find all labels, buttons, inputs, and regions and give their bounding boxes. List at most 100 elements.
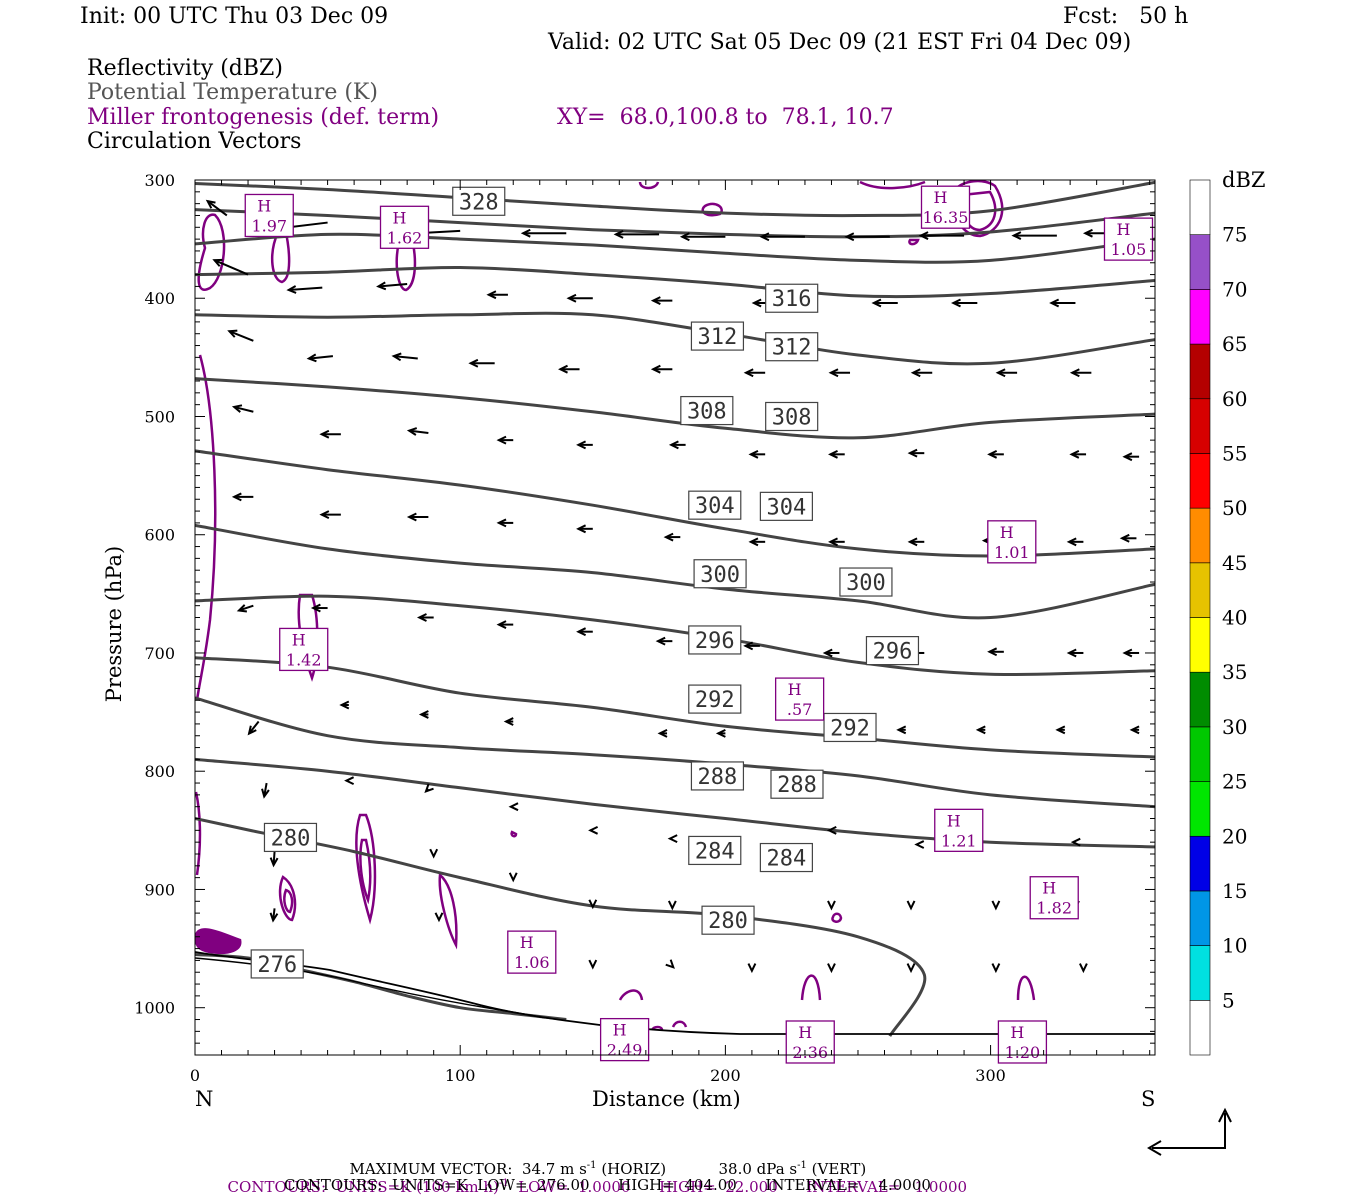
frontogenesis-max-marker: H2.49	[599, 1017, 650, 1062]
vector-shaft	[288, 286, 323, 291]
circulation-vector	[588, 825, 599, 835]
theta-label-text: 292	[695, 688, 735, 713]
h-marker-letter: H	[1116, 220, 1130, 239]
x-tick-label: 200	[710, 1066, 741, 1085]
circulation-vector	[319, 510, 341, 520]
y-tick-label: 500	[144, 407, 175, 426]
vector-shaft	[378, 283, 408, 288]
vector-head	[748, 537, 759, 547]
theta-contour	[195, 180, 1155, 218]
circulation-vector	[576, 524, 593, 534]
circulation-vector	[743, 641, 760, 651]
h-marker-letter: H	[520, 933, 534, 952]
circulation-vector	[205, 199, 228, 217]
vector-head	[520, 228, 531, 238]
x-tick-label: 300	[975, 1066, 1006, 1085]
circulation-vector	[827, 900, 836, 911]
fronto-contour	[618, 989, 644, 1001]
colorbar-segment	[1189, 671, 1211, 728]
vector-head	[918, 231, 929, 240]
circulation-vector	[424, 783, 434, 793]
circulation-vector	[576, 627, 593, 637]
theta-label-box	[839, 567, 893, 597]
circulation-vector	[1079, 963, 1088, 974]
vector-head	[306, 353, 317, 363]
y-axis: 300 400 500 600 700 800 900 1000	[134, 171, 1155, 1056]
theta-contour	[195, 523, 1155, 620]
theta-label-box	[693, 559, 747, 589]
vector-head	[344, 776, 355, 786]
legend-frontogenesis: Miller frontogenesis (def. term)	[87, 105, 440, 130]
contours-purple-line: CONTOURS: UNITS=K (100 km h)-1 LOW= 1.00…	[218, 1158, 968, 1196]
circulation-vector	[508, 872, 518, 883]
vector-head	[896, 725, 907, 735]
vector-head	[1011, 231, 1022, 240]
vector-head	[205, 199, 216, 209]
colorbar-label: 65	[1222, 332, 1247, 356]
colorbar-segment	[1189, 289, 1211, 345]
x-tick-label: 100	[445, 1066, 476, 1085]
theta-contour	[195, 311, 1155, 366]
fronto-contour	[800, 974, 822, 1001]
fronto-contour	[510, 830, 518, 838]
circulation-vector	[748, 449, 766, 459]
frontogenesis-contours	[195, 180, 1036, 1031]
vector-head	[261, 788, 270, 799]
circulation-vector	[231, 404, 254, 413]
theta-label-text: 296	[695, 629, 735, 654]
fronto-contour	[270, 226, 291, 284]
h-marker-value: 1.01	[994, 543, 1030, 562]
circulation-vector	[588, 959, 598, 970]
valid-time: Valid: 02 UTC Sat 05 Dec 09 (21 EST Fri …	[548, 30, 1132, 55]
vector-head	[828, 368, 839, 378]
vector-head	[987, 449, 998, 459]
circulation-vector	[650, 296, 673, 305]
fronto-contour	[355, 813, 377, 925]
theta-label-text: 288	[698, 765, 738, 790]
vector-head	[1049, 298, 1060, 308]
fronto-contour	[278, 875, 297, 922]
fronto-contour	[638, 181, 660, 190]
x-tick-label: 0	[190, 1066, 200, 1085]
theta-contour	[195, 449, 1155, 558]
h-marker-letter: H	[788, 680, 802, 699]
circulation-vector	[822, 648, 840, 658]
vector-head	[247, 725, 257, 736]
h-marker-letter: H	[613, 1021, 627, 1040]
h-marker-value: 1.20	[1005, 1043, 1041, 1062]
theta-contour	[195, 696, 1155, 809]
theta-label-text: 316	[772, 287, 812, 312]
theta-label-box	[690, 321, 745, 351]
frontogenesis-max-marker: H16.35	[920, 185, 971, 229]
h-marker-box	[1029, 876, 1079, 920]
vector-head	[844, 232, 855, 242]
h-marker-box	[920, 185, 971, 229]
vector-head	[1119, 533, 1130, 543]
vector-shaft	[308, 355, 334, 360]
vector-head	[406, 427, 418, 436]
circulation-vector	[1011, 231, 1057, 240]
circulation-vector	[844, 232, 890, 242]
vector-head	[496, 620, 507, 629]
vector-head	[667, 900, 677, 911]
vector-head	[558, 364, 568, 374]
h-marker-letter: H	[393, 208, 407, 227]
h-marker-box	[987, 520, 1037, 564]
circulation-vector	[826, 825, 837, 835]
contours-purple-units: CONTOURS: UNITS=K (100 km h)	[227, 1178, 499, 1196]
circulation-vector	[828, 368, 851, 378]
vector-head	[655, 636, 666, 646]
vector-head	[486, 290, 497, 300]
circulation-vector	[827, 963, 836, 974]
circulation-vector	[496, 518, 514, 528]
circulation-vector	[1122, 452, 1140, 462]
vector-head	[269, 912, 279, 923]
h-marker-letter: H	[1042, 879, 1056, 898]
theta-label-box	[865, 636, 920, 666]
vector-head	[650, 364, 661, 374]
circulation-vector	[416, 613, 434, 622]
vector-head	[826, 825, 837, 835]
vector-shaft	[238, 604, 254, 612]
vector-head	[416, 613, 427, 622]
